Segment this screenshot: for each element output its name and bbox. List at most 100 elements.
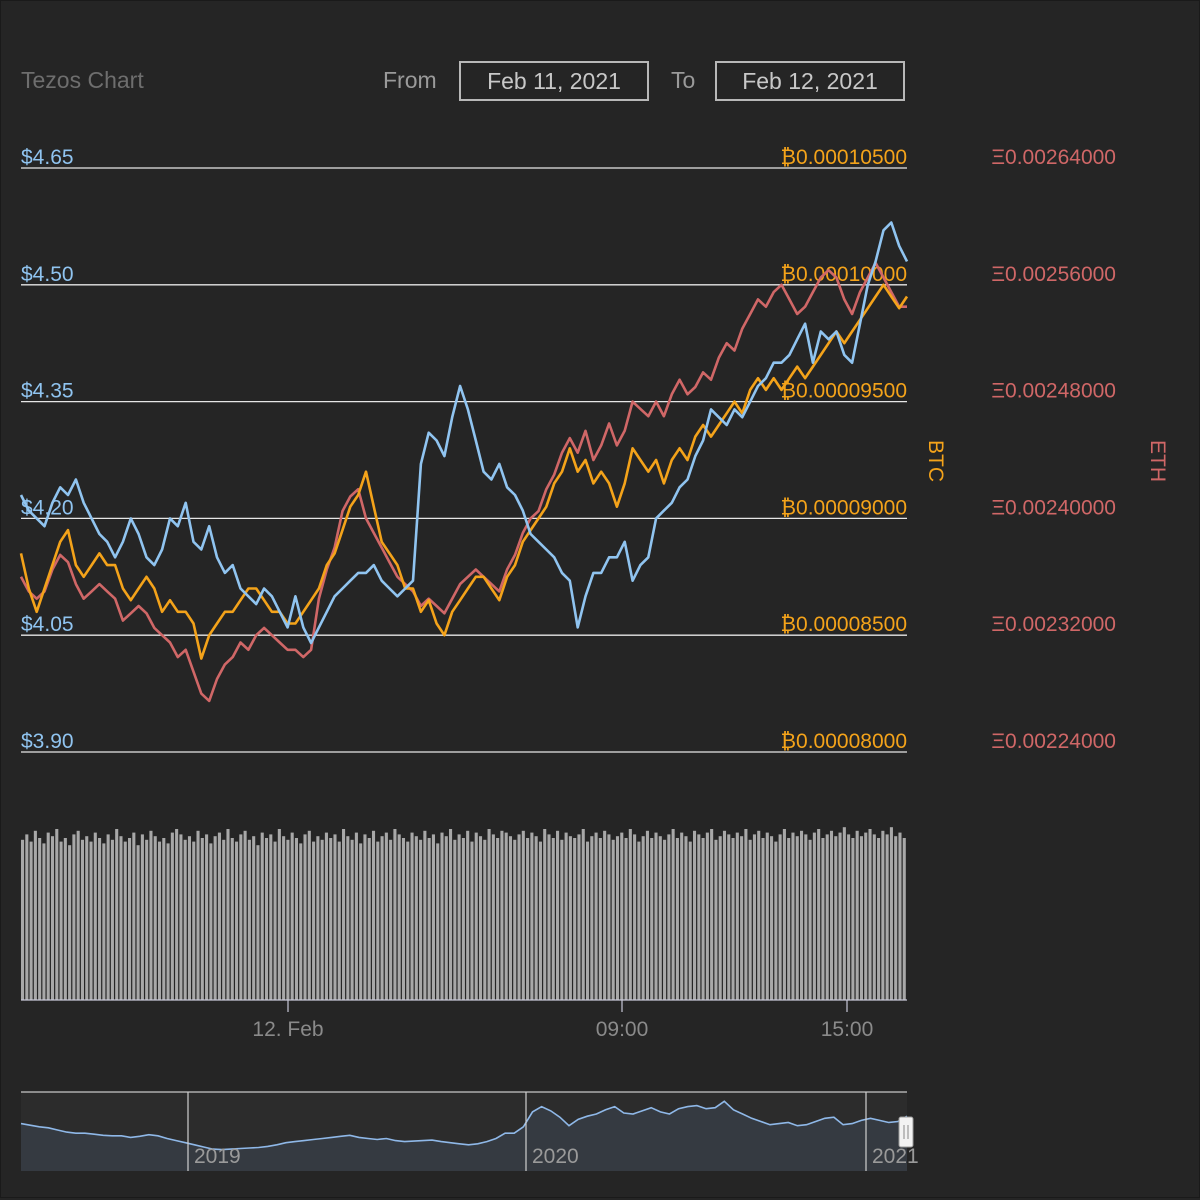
volume-bar — [675, 838, 679, 1000]
volume-bar — [25, 834, 29, 1000]
volume-bar — [735, 832, 739, 1000]
to-date-input[interactable] — [715, 61, 905, 101]
volume-bar — [731, 838, 735, 1000]
volume-bar — [59, 841, 63, 1000]
volume-bar — [808, 839, 812, 1000]
volume-bar — [573, 838, 577, 1000]
volume-bar — [615, 836, 620, 1000]
volume-bar — [744, 829, 748, 1000]
eth-axis-label: Ξ0.00264000 — [991, 146, 1116, 169]
volume-bar — [834, 836, 838, 1000]
navigator-handle[interactable] — [898, 1116, 914, 1148]
volume-bar — [85, 836, 89, 1000]
volume-bar — [607, 834, 611, 1000]
volume-bar — [496, 838, 500, 1000]
volume-bar — [881, 830, 885, 1000]
volume-bar — [855, 830, 859, 1000]
volume-bar — [55, 829, 59, 1000]
volume-bar — [628, 829, 632, 1000]
volume-bar — [243, 830, 247, 1000]
volume-bar — [624, 838, 628, 1000]
volume-bar — [470, 841, 474, 1000]
volume-bar — [363, 834, 367, 1000]
volume-bar — [444, 836, 448, 1000]
volume-bar — [654, 832, 658, 1000]
volume-bar — [431, 834, 435, 1000]
from-date-input[interactable] — [459, 61, 649, 101]
volume-bar — [93, 832, 97, 1000]
volume-bar — [419, 839, 423, 1000]
volume-bar — [389, 839, 393, 1000]
btc-axis-label: ₿0.00009500 — [781, 380, 908, 403]
volume-bar — [38, 838, 42, 1000]
usd-axis-label: $4.20 — [21, 496, 74, 519]
volume-bar — [123, 841, 127, 1000]
volume-bar — [316, 836, 320, 1000]
volume-bar — [598, 838, 602, 1000]
x-tick-label: 12. Feb — [252, 1018, 323, 1041]
volume-bar — [256, 845, 260, 1000]
volume-bar — [847, 834, 851, 1000]
volume-bar — [663, 839, 667, 1000]
volume-bar — [474, 832, 478, 1000]
from-label: From — [383, 67, 437, 93]
volume-bar — [714, 839, 718, 1000]
volume-bar — [380, 836, 384, 1000]
volume-bar — [205, 834, 209, 1000]
volume-bar — [247, 839, 251, 1000]
eth-series-line — [19, 261, 907, 703]
volume-bar — [671, 829, 675, 1000]
eth-axis-label: Ξ0.00232000 — [991, 613, 1116, 636]
btc-series-line — [19, 283, 909, 660]
volume-bar — [329, 838, 333, 1000]
volume-bar — [466, 830, 470, 1000]
volume-bar — [877, 838, 881, 1000]
volume-bar — [800, 830, 804, 1000]
volume-bar — [500, 830, 504, 1000]
volume-bar — [376, 841, 380, 1000]
volume-bar — [894, 836, 898, 1000]
volume-bar — [633, 834, 637, 1000]
volume-bar — [859, 836, 863, 1000]
volume-bar — [76, 830, 80, 1000]
volume-bar — [590, 836, 594, 1000]
eth-axis-title: ETH — [1146, 440, 1169, 482]
eth-axis-label: Ξ0.00256000 — [991, 263, 1116, 286]
volume-bar — [812, 832, 816, 1000]
usd-axis-label: $4.35 — [21, 380, 74, 403]
volume-bar — [701, 838, 705, 1000]
volume-bar — [333, 834, 337, 1000]
volume-bar — [543, 829, 547, 1000]
volume-bar — [252, 836, 256, 1000]
volume-bar — [658, 836, 662, 1000]
volume-bar — [63, 838, 67, 1000]
volume-bar — [269, 834, 273, 1000]
volume-bar — [667, 834, 671, 1000]
volume-bar — [710, 829, 714, 1000]
volume-bar — [401, 838, 406, 1000]
volume-bar — [556, 830, 560, 1000]
volume-bar — [526, 838, 530, 1000]
volume-bar — [440, 832, 444, 1000]
volume-bar — [230, 838, 234, 1000]
volume-bar — [33, 830, 37, 1000]
volume-bar — [483, 839, 487, 1000]
volume-bar — [50, 836, 55, 1000]
volume-bar — [200, 838, 204, 1000]
volume-bar — [350, 839, 354, 1000]
volume-bar — [641, 836, 645, 1000]
volume-bar — [196, 830, 200, 1000]
volume-bar — [568, 836, 572, 1000]
volume-bar — [620, 832, 624, 1000]
usd-axis-label: $4.65 — [21, 146, 74, 169]
volume-bar — [110, 839, 114, 1000]
volume-bar — [68, 845, 72, 1000]
volume-bar — [320, 839, 324, 1000]
volume-bar — [757, 830, 761, 1000]
volume-bar — [299, 843, 303, 1000]
volume-bar — [72, 834, 76, 1000]
volume-bar — [457, 834, 461, 1000]
volume-bar — [106, 834, 110, 1000]
volume-bar — [354, 832, 358, 1000]
volume-bar — [868, 829, 872, 1000]
